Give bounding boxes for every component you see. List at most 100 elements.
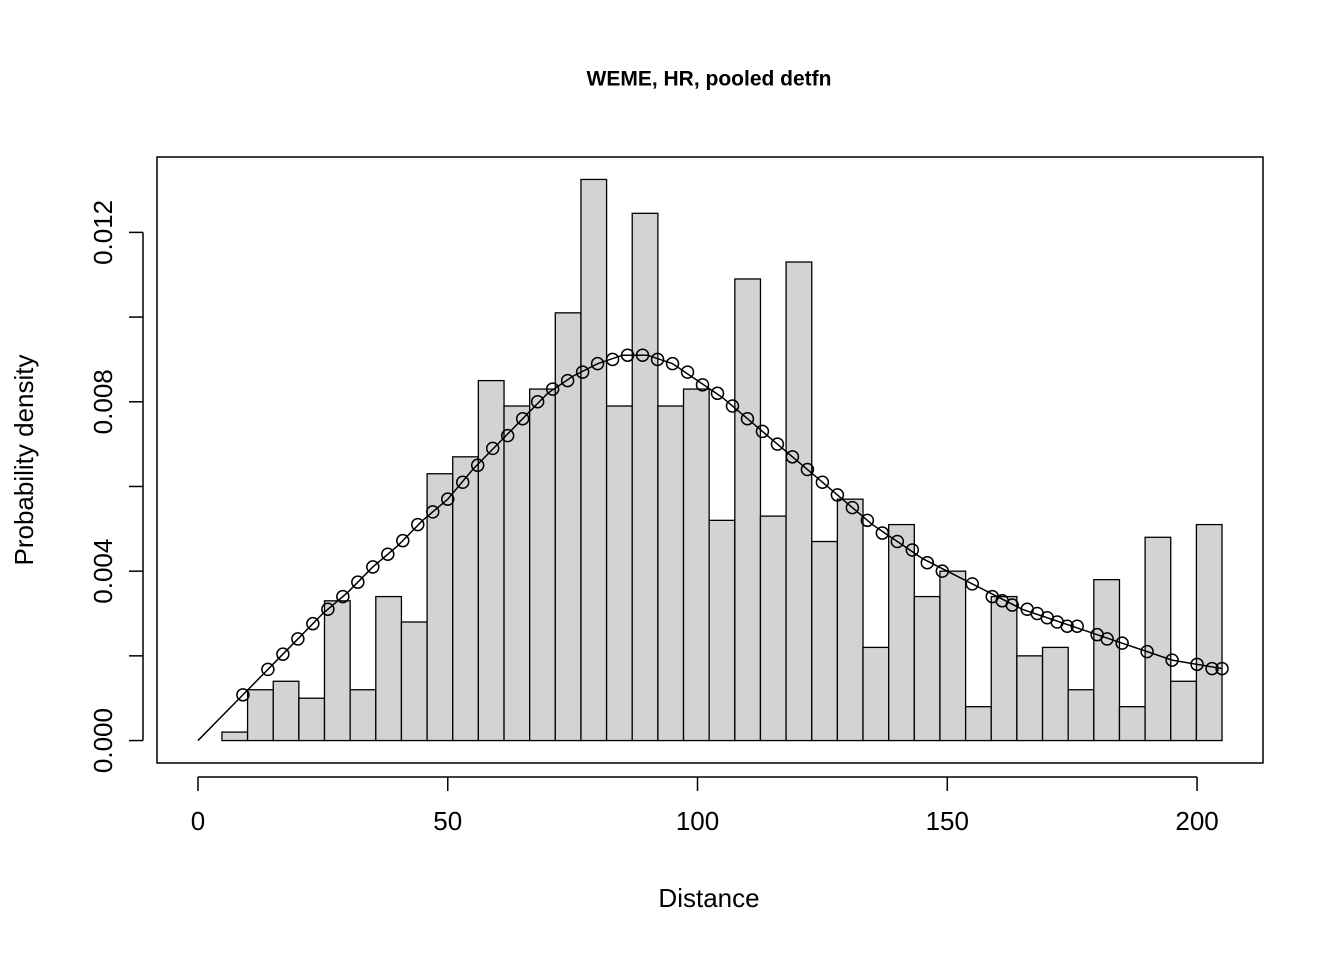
y-tick-label: 0.000 <box>88 708 118 773</box>
density-point <box>575 365 590 379</box>
density-point <box>755 424 770 439</box>
histogram-bar <box>298 697 326 742</box>
histogram-bar <box>682 388 710 742</box>
density-point <box>890 534 905 549</box>
histogram-bar <box>990 595 1018 742</box>
histogram-bar <box>1067 689 1095 742</box>
histogram-bar <box>1195 523 1223 742</box>
density-point <box>875 526 890 540</box>
density-point <box>530 395 545 409</box>
density-point <box>1140 644 1154 659</box>
density-point <box>1215 661 1229 676</box>
density-point <box>455 475 470 489</box>
histogram-bar <box>1118 706 1146 742</box>
x-axis-title: Distance <box>658 883 759 913</box>
histogram-bar <box>246 689 274 742</box>
density-point <box>770 437 785 451</box>
histogram-bar <box>631 212 659 742</box>
x-tick-label: 0 <box>191 806 205 836</box>
density-point <box>725 399 740 413</box>
density-point <box>1205 661 1219 676</box>
histogram-bar <box>1144 536 1172 742</box>
histogram-bar <box>400 621 428 742</box>
density-point <box>1060 619 1074 633</box>
histogram-bar <box>888 523 915 742</box>
histogram-bar <box>349 689 377 742</box>
y-axis-title: Probability density <box>9 355 39 566</box>
histogram-bar <box>272 680 300 742</box>
plot-frame <box>156 156 1264 764</box>
density-point <box>1070 619 1084 633</box>
density-point <box>366 560 380 574</box>
histogram-bar <box>964 706 992 742</box>
histogram-bar <box>862 646 890 742</box>
x-tick-label: 50 <box>433 806 462 836</box>
histogram-bar <box>734 278 762 742</box>
density-point <box>276 647 290 661</box>
density-point <box>1100 632 1114 646</box>
density-point <box>515 411 530 426</box>
density-point <box>470 458 485 473</box>
density-point <box>635 348 650 362</box>
density-point <box>665 356 680 371</box>
x-tick-label: 150 <box>926 806 969 836</box>
histogram-bar <box>759 515 787 742</box>
density-point <box>351 575 365 589</box>
histogram-bar <box>221 731 249 742</box>
histogram-bar <box>1016 655 1044 742</box>
histogram-bar <box>323 600 351 742</box>
histogram-bar <box>452 456 480 742</box>
density-point <box>935 564 950 578</box>
density-point <box>905 543 920 557</box>
density-point <box>560 373 575 388</box>
x-tick-label: 100 <box>676 806 719 836</box>
density-point <box>920 555 935 570</box>
histogram-bar <box>580 178 608 742</box>
density-point <box>830 488 845 502</box>
density-point <box>306 616 320 631</box>
density-point <box>650 352 665 367</box>
density-point <box>545 382 560 396</box>
histogram-bar <box>811 540 839 742</box>
density-point <box>1005 598 1019 612</box>
histogram-bar <box>503 405 531 742</box>
density-point <box>291 632 305 646</box>
histogram-bar <box>554 312 582 742</box>
x-tick-label: 200 <box>1175 806 1218 836</box>
density-point <box>1190 657 1204 672</box>
density-point <box>426 505 440 519</box>
density-point <box>396 533 410 548</box>
density-point <box>620 348 635 362</box>
density-point <box>485 441 500 456</box>
density-point <box>740 411 755 426</box>
density-point <box>411 517 425 532</box>
density-point <box>605 352 620 367</box>
density-point <box>800 462 815 477</box>
density-point <box>965 577 980 591</box>
y-tick-label: 0.012 <box>88 200 118 265</box>
density-point <box>680 365 695 379</box>
y-tick-label: 0.008 <box>88 369 118 434</box>
y-tick-label: 0.004 <box>88 539 118 604</box>
density-point <box>381 547 395 561</box>
histogram-bar <box>913 595 941 742</box>
histogram-bar <box>836 498 864 742</box>
density-point <box>710 386 725 401</box>
chart-title: WEME, HR, pooled detfn <box>587 68 832 91</box>
density-point <box>590 356 605 371</box>
density-point <box>860 513 875 528</box>
density-point <box>336 589 350 604</box>
density-point <box>695 378 710 392</box>
density-point <box>815 475 830 489</box>
density-point <box>1115 636 1129 650</box>
histogram-bar <box>1170 680 1198 742</box>
histogram-bar <box>657 405 685 742</box>
histogram-bar <box>605 405 633 742</box>
density-point <box>500 428 515 443</box>
histogram-bar <box>939 570 967 742</box>
density-point <box>785 450 800 464</box>
histogram-bar <box>1093 578 1121 742</box>
density-point <box>236 688 250 702</box>
histogram-bar <box>708 519 736 742</box>
